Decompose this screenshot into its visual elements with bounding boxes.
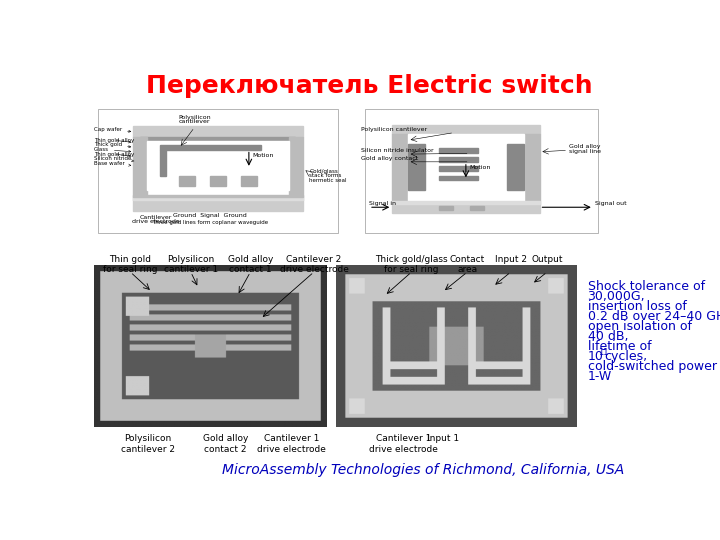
- Text: Shock tolerance of: Shock tolerance of: [588, 280, 705, 293]
- Text: Cantilever: Cantilever: [140, 215, 172, 220]
- Bar: [524, 134, 539, 204]
- Bar: [132, 197, 303, 200]
- Bar: [469, 206, 484, 211]
- Text: Polysilicon
cantilever 2: Polysilicon cantilever 2: [121, 434, 175, 454]
- Text: 30,000G,: 30,000G,: [588, 291, 645, 303]
- Text: Cantilever 1
drive electrode: Cantilever 1 drive electrode: [257, 434, 326, 454]
- Text: Переключатель Electric switch: Переключатель Electric switch: [145, 75, 593, 98]
- Text: Signal in: Signal in: [369, 201, 396, 206]
- Bar: [289, 137, 303, 200]
- Bar: [98, 110, 338, 233]
- Text: Thin gold alloy: Thin gold alloy: [94, 138, 134, 143]
- Text: Gold alloy
contact 2: Gold alloy contact 2: [203, 434, 248, 454]
- Text: Input 1: Input 1: [426, 434, 459, 443]
- Bar: [392, 204, 539, 213]
- Bar: [438, 166, 477, 171]
- Text: hermetic seal: hermetic seal: [310, 178, 347, 183]
- Bar: [365, 110, 598, 233]
- Text: 11: 11: [598, 348, 608, 357]
- Bar: [438, 157, 477, 162]
- Text: Signal out: Signal out: [595, 201, 626, 206]
- Bar: [392, 134, 408, 204]
- Text: stack forms: stack forms: [310, 173, 342, 178]
- Text: Motion: Motion: [469, 165, 491, 171]
- Text: signal line: signal line: [569, 150, 601, 154]
- Text: Glass: Glass: [94, 147, 131, 152]
- Bar: [438, 206, 453, 211]
- Text: Thin gold alloy: Thin gold alloy: [94, 152, 134, 157]
- Bar: [507, 144, 524, 190]
- Text: lifetime of: lifetime of: [588, 340, 651, 354]
- Bar: [408, 144, 425, 190]
- Text: Silicon nitride: Silicon nitride: [94, 156, 134, 162]
- Text: Cantilever 2
drive electrode: Cantilever 2 drive electrode: [279, 255, 348, 274]
- Text: Gold alloy
contact 1: Gold alloy contact 1: [228, 255, 273, 274]
- Bar: [132, 137, 147, 200]
- Text: Gold alloy: Gold alloy: [569, 144, 600, 149]
- Text: Thick gold/glass
for seal ring: Thick gold/glass for seal ring: [375, 255, 448, 274]
- Text: Polysilicon: Polysilicon: [179, 114, 211, 120]
- Bar: [210, 177, 225, 186]
- Text: Ground  Signal  Ground: Ground Signal Ground: [174, 213, 247, 218]
- Text: open isolation of: open isolation of: [588, 320, 691, 333]
- Text: Cap wafer: Cap wafer: [94, 127, 131, 132]
- Text: Gold alloy contact: Gold alloy contact: [361, 156, 418, 161]
- Text: Base wafer: Base wafer: [94, 161, 131, 166]
- Bar: [160, 150, 166, 177]
- Bar: [140, 137, 295, 141]
- Text: Contact
area: Contact area: [450, 255, 485, 274]
- Bar: [438, 148, 477, 153]
- Text: Cantilever 1
drive electrode: Cantilever 1 drive electrode: [369, 434, 438, 454]
- Bar: [392, 125, 539, 134]
- Text: Silicon nitride insulator: Silicon nitride insulator: [361, 148, 434, 153]
- Bar: [132, 195, 303, 197]
- Text: Thick gold: Thick gold: [94, 143, 131, 148]
- Text: cold-switched power of: cold-switched power of: [588, 361, 720, 374]
- Text: MicroAssembly Technologies of Richmond, California, USA: MicroAssembly Technologies of Richmond, …: [222, 463, 624, 477]
- Text: cycles,: cycles,: [605, 350, 648, 363]
- Text: 1-W: 1-W: [588, 370, 612, 383]
- Text: Input 2: Input 2: [495, 255, 527, 264]
- Bar: [438, 176, 477, 180]
- Text: Polysilicon cantilever: Polysilicon cantilever: [361, 127, 428, 132]
- Text: Output: Output: [531, 255, 563, 264]
- Text: 10: 10: [588, 350, 603, 363]
- Bar: [132, 200, 303, 211]
- Bar: [132, 126, 303, 137]
- Text: Thin gold
for seal ring: Thin gold for seal ring: [103, 255, 158, 274]
- Bar: [392, 201, 539, 204]
- Text: 0.2 dB over 24–40 GHz,: 0.2 dB over 24–40 GHz,: [588, 310, 720, 323]
- Text: Polysilicon
cantilever 1: Polysilicon cantilever 1: [163, 255, 218, 274]
- Bar: [179, 177, 194, 186]
- Text: 40 dB,: 40 dB,: [588, 330, 628, 343]
- Bar: [147, 141, 289, 190]
- Text: cantilever: cantilever: [179, 119, 210, 124]
- Bar: [241, 177, 256, 186]
- Text: drive electrode: drive electrode: [132, 219, 180, 225]
- Text: Three gold lines form coplanar waveguide: Three gold lines form coplanar waveguide: [152, 220, 268, 225]
- Bar: [408, 134, 524, 204]
- Bar: [160, 145, 261, 150]
- Text: Gold/glass: Gold/glass: [310, 168, 338, 173]
- Text: Motion: Motion: [253, 153, 274, 158]
- Text: insertion loss of: insertion loss of: [588, 300, 686, 313]
